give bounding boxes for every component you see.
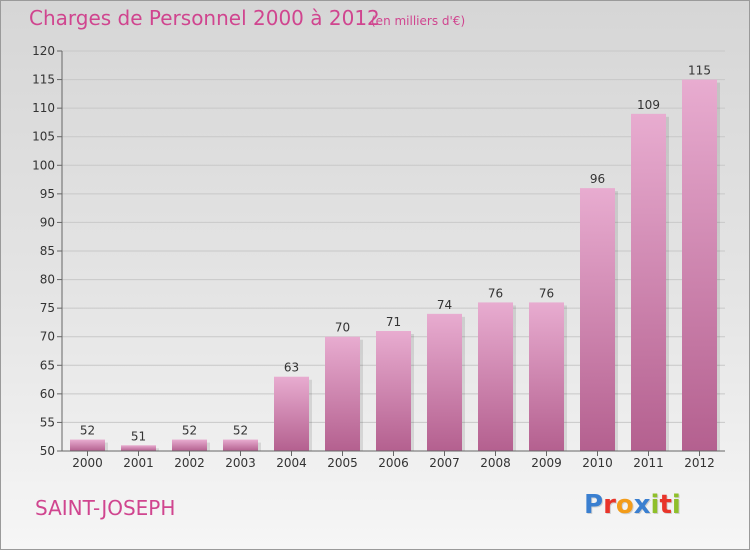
- bar-value-label: 76: [539, 286, 554, 300]
- bar: [631, 113, 666, 451]
- x-tick-label: 2001: [123, 456, 154, 470]
- bar: [682, 79, 717, 452]
- x-tick-label: 2008: [480, 456, 511, 470]
- bar-value-label: 109: [637, 98, 660, 112]
- bar: [376, 331, 411, 451]
- x-tick-label: 2012: [684, 456, 715, 470]
- bar: [325, 336, 360, 451]
- bar: [70, 439, 105, 451]
- bar-value-label: 52: [182, 424, 197, 438]
- bar: [121, 445, 156, 451]
- bar-value-label: 115: [688, 64, 711, 78]
- y-tick-label: 85: [40, 244, 55, 258]
- y-tick-label: 50: [40, 444, 55, 458]
- y-tick-label: 100: [32, 158, 55, 172]
- bar-value-label: 96: [590, 172, 605, 186]
- x-axis: 2000 2001 2002 2003 2004 2005 2006 2007 2008 2009…: [62, 450, 725, 470]
- x-tick-label: 2003: [225, 456, 256, 470]
- x-tick-label: 2006: [378, 456, 409, 470]
- x-tick-label: 2011: [633, 456, 664, 470]
- y-tick-label: 95: [40, 187, 55, 201]
- y-tick-label: 65: [40, 358, 55, 372]
- y-tick-label: 80: [40, 273, 55, 287]
- bar: [529, 302, 564, 451]
- y-tick-label: 75: [40, 301, 55, 315]
- x-tick-label: 2000: [72, 456, 103, 470]
- logo-letter: P: [584, 490, 604, 520]
- bar: [223, 439, 258, 451]
- logo-letter: i: [650, 490, 660, 520]
- y-tick-label: 115: [32, 73, 55, 87]
- logo-letter: i: [671, 490, 681, 520]
- logo-letter: t: [659, 490, 672, 520]
- logo-letter: x: [633, 490, 651, 520]
- bar-value-label: 52: [233, 424, 248, 438]
- bar: [478, 302, 513, 451]
- place-name: SAINT-JOSEPH: [35, 496, 176, 520]
- chart-title: Charges de Personnel 2000 à 2012: [29, 6, 380, 30]
- logo-letter: r: [603, 490, 616, 520]
- y-axis: 50 55 60 65 70 75 80 85 90 95 100 105 110 115 120: [32, 44, 63, 458]
- x-tick-label: 2007: [429, 456, 460, 470]
- y-tick-label: 120: [32, 44, 55, 58]
- y-tick-label: 70: [40, 330, 55, 344]
- logo-letter: o: [615, 490, 634, 520]
- bar-value-label: 74: [437, 298, 452, 312]
- y-tick-label: 90: [40, 215, 55, 229]
- x-tick-label: 2005: [327, 456, 358, 470]
- y-tick-label: 60: [40, 387, 55, 401]
- bar: [172, 439, 207, 451]
- bar-value-label: 70: [335, 321, 350, 335]
- bar-value-label: 63: [284, 361, 299, 375]
- y-tick-label: 55: [40, 415, 55, 429]
- proxiti-logo[interactable]: Proxiti: [584, 490, 681, 520]
- bars: [70, 79, 720, 452]
- x-tick-label: 2009: [531, 456, 562, 470]
- y-tick-label: 105: [32, 130, 55, 144]
- bar: [427, 313, 462, 451]
- y-tick-label: 110: [32, 101, 55, 115]
- data-labels: 52 51 52 52 63 70 71 74 76 76 96 109 115: [80, 64, 711, 444]
- bar-value-label: 51: [131, 429, 146, 443]
- x-tick-label: 2002: [174, 456, 205, 470]
- x-tick-label: 2004: [276, 456, 307, 470]
- bar: [580, 188, 615, 451]
- bar-value-label: 76: [488, 286, 503, 300]
- x-tick-label: 2010: [582, 456, 613, 470]
- bar-value-label: 71: [386, 315, 401, 329]
- bar: [274, 376, 309, 451]
- chart-subtitle: (en milliers d'€): [371, 14, 466, 28]
- bar-value-label: 52: [80, 424, 95, 438]
